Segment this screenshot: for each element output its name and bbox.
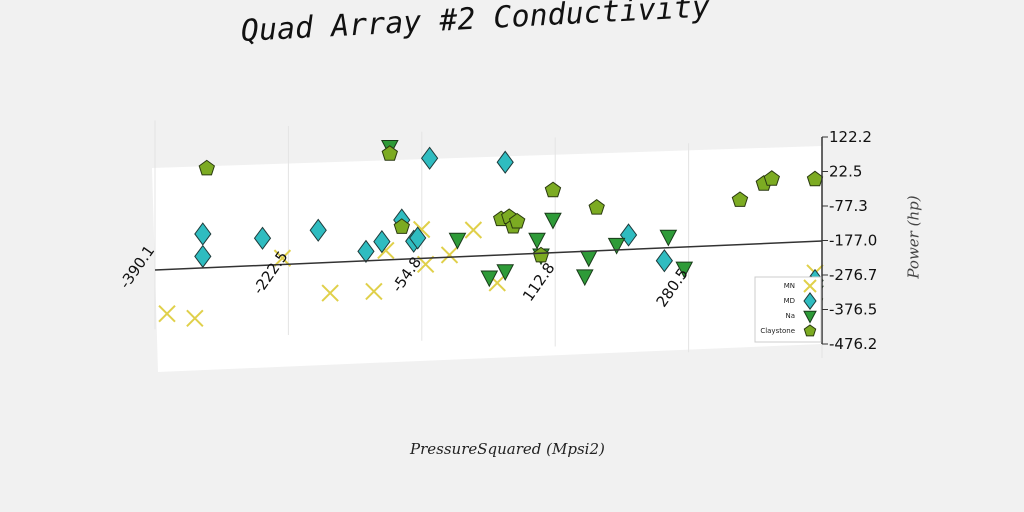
point-mn [321, 284, 339, 302]
legend: MN MD Na Claystone [754, 276, 822, 343]
point-md [253, 226, 272, 250]
legend-label: Claystone [760, 327, 795, 335]
point-claystone [393, 218, 410, 234]
point-md [619, 223, 638, 247]
point-na [448, 232, 467, 250]
y-tick-label: 22.5 [829, 163, 862, 181]
plot-area [152, 146, 822, 372]
point-na [675, 261, 694, 279]
point-claystone [508, 212, 526, 229]
y-tick-label: -177.0 [829, 232, 877, 250]
point-mn [273, 249, 292, 267]
point-claystone [544, 181, 562, 198]
point-md [309, 218, 327, 242]
legend-marker-md [803, 292, 817, 310]
point-mn [158, 304, 176, 323]
point-mn [365, 282, 383, 301]
y-axis-label: Power (hp) [904, 195, 923, 279]
y-tick-label: -376.5 [829, 301, 877, 319]
point-na [607, 237, 626, 255]
point-md [357, 239, 375, 263]
x-tick-label: -390.1 [116, 242, 158, 292]
point-claystone [381, 145, 398, 161]
point-mn [186, 309, 204, 328]
legend-label: Na [785, 312, 795, 320]
legend-marker-na [803, 310, 817, 324]
point-mn [464, 221, 483, 239]
point-mn [440, 246, 459, 264]
legend-marker-mn [803, 279, 817, 293]
point-claystone [763, 170, 780, 186]
y-tick-label: -276.7 [829, 266, 877, 284]
point-md [496, 150, 514, 174]
point-na [575, 269, 594, 287]
point-md [373, 229, 391, 254]
point-na [544, 212, 562, 230]
point-claystone [532, 246, 550, 263]
x-axis-label: PressureSquared (Mpsi2) [410, 440, 605, 458]
legend-label: MN [784, 282, 795, 290]
point-md [409, 226, 427, 250]
y-tick-label: 122.2 [829, 128, 872, 146]
point-na [528, 232, 546, 250]
legend-marker-claystone [803, 324, 817, 337]
legend-label: MD [784, 297, 795, 305]
point-na [496, 264, 515, 282]
point-md [194, 222, 212, 246]
point-md [655, 249, 673, 273]
point-claystone [731, 191, 749, 207]
point-na [659, 229, 678, 247]
point-claystone [198, 159, 215, 176]
point-claystone [588, 198, 605, 215]
y-tick-label: -77.3 [829, 197, 868, 215]
y-tick-labels: 122.2 22.5 -77.3 -177.0 -276.7 -376.5 -476.2 [822, 128, 877, 353]
point-na [480, 270, 499, 288]
y-tick-label: -476.2 [829, 335, 877, 353]
point-md [420, 146, 439, 170]
x-axis-line [154, 240, 823, 271]
